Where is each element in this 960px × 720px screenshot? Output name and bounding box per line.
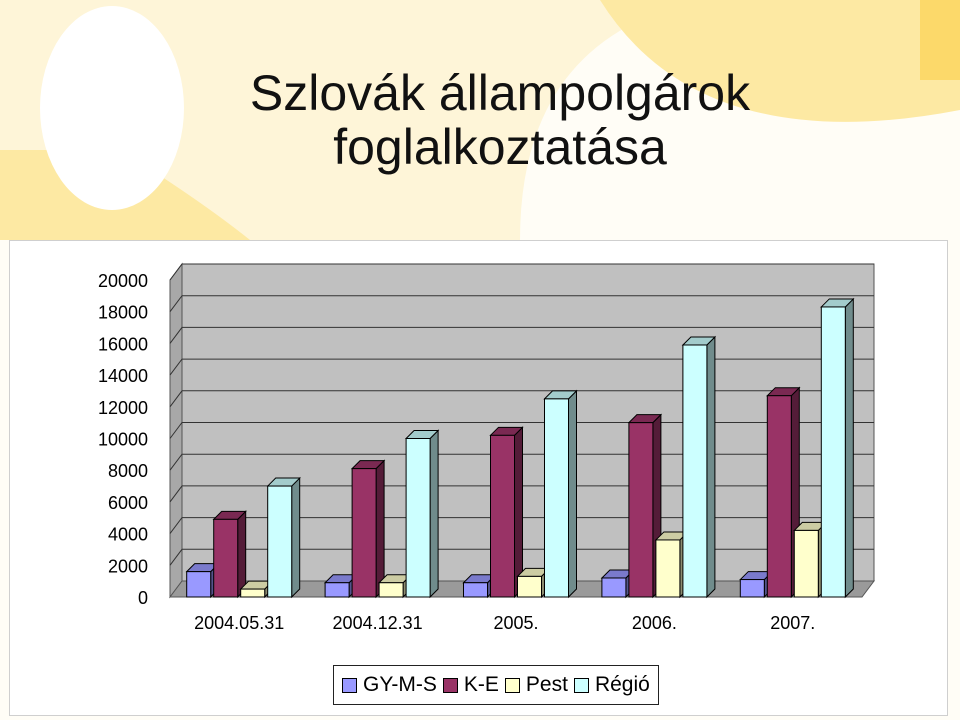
y-gridline xyxy=(169,295,874,313)
bar-k-e xyxy=(490,434,515,598)
legend-label-pest: Pest xyxy=(525,673,568,696)
legend-swatch-regio xyxy=(573,677,589,693)
y-gridline xyxy=(169,326,874,344)
bar-pest xyxy=(240,588,266,598)
y-tick-label: 6000 xyxy=(108,493,148,513)
title-line-2: foglalkoztatása xyxy=(333,119,667,175)
bar-k-e xyxy=(213,518,239,598)
bar-r-gi- xyxy=(820,306,846,598)
bar-pest xyxy=(378,582,404,598)
x-tick-label: 2006. xyxy=(632,613,677,633)
y-tick-label: 10000 xyxy=(98,430,148,450)
bar-pest xyxy=(655,539,681,598)
bar-side xyxy=(844,297,854,599)
y-tick-label: 18000 xyxy=(98,303,148,323)
bar-k-e xyxy=(628,422,654,598)
bar-gy-m-s xyxy=(601,577,627,598)
slide-title: Szlovák állampolgárok foglalkoztatása xyxy=(150,66,850,174)
y-gridline xyxy=(169,390,874,408)
bar-r-gi- xyxy=(544,398,569,598)
bar-pest xyxy=(517,575,542,598)
legend-item-ke: K-E xyxy=(442,673,499,697)
bar-pest xyxy=(793,529,819,598)
x-tick-label: 2004.12.31 xyxy=(333,613,423,633)
y-tick-label: 0 xyxy=(138,588,148,608)
bar-side xyxy=(568,389,577,599)
bar-gy-m-s xyxy=(739,579,765,598)
x-tick-label: 2004.05.31 xyxy=(194,613,284,633)
legend-swatch-ke xyxy=(442,677,458,693)
y-tick-label: 4000 xyxy=(108,525,148,545)
legend-item-gyms: GY-M-S xyxy=(342,673,437,697)
x-tick-label: 2007. xyxy=(770,613,815,633)
legend-label-gyms: GY-M-S xyxy=(363,673,437,696)
y-tick-label: 14000 xyxy=(98,366,148,386)
legend-label-ke: K-E xyxy=(463,673,499,696)
legend-item-regio: Régió xyxy=(573,673,650,697)
x-tick-label: 2005. xyxy=(493,613,538,633)
bar-k-e xyxy=(766,395,792,598)
bar-k-e xyxy=(351,468,377,598)
y-tick-label: 16000 xyxy=(98,334,148,354)
bar-side xyxy=(514,426,523,599)
bar-side xyxy=(429,429,439,599)
bar-side xyxy=(375,459,385,599)
y-gridline xyxy=(169,263,874,281)
y-tick-label: 20000 xyxy=(98,271,148,291)
bar-r-gi- xyxy=(405,438,431,598)
bar-gy-m-s xyxy=(186,571,212,598)
y-tick-label: 12000 xyxy=(98,398,148,418)
chart-legend: GY-M-S K-E Pest Régió xyxy=(333,665,659,705)
bar-gy-m-s xyxy=(324,582,350,598)
title-line-1: Szlovák állampolgárok xyxy=(249,65,751,121)
legend-swatch-gyms xyxy=(342,677,357,693)
y-tick-label: 8000 xyxy=(108,461,148,481)
bar-side xyxy=(291,476,301,599)
legend-item-pest: Pest xyxy=(504,673,568,697)
y-gridline xyxy=(169,358,874,376)
bar-side xyxy=(237,510,247,599)
bar-gy-m-s xyxy=(463,582,488,598)
y-tick-label: 2000 xyxy=(108,556,148,576)
legend-label-regio: Régió xyxy=(594,673,650,696)
bar-r-gi- xyxy=(682,344,708,598)
bar-side xyxy=(706,335,716,599)
legend-swatch-pest xyxy=(504,677,520,693)
bar-r-gi- xyxy=(267,485,293,598)
